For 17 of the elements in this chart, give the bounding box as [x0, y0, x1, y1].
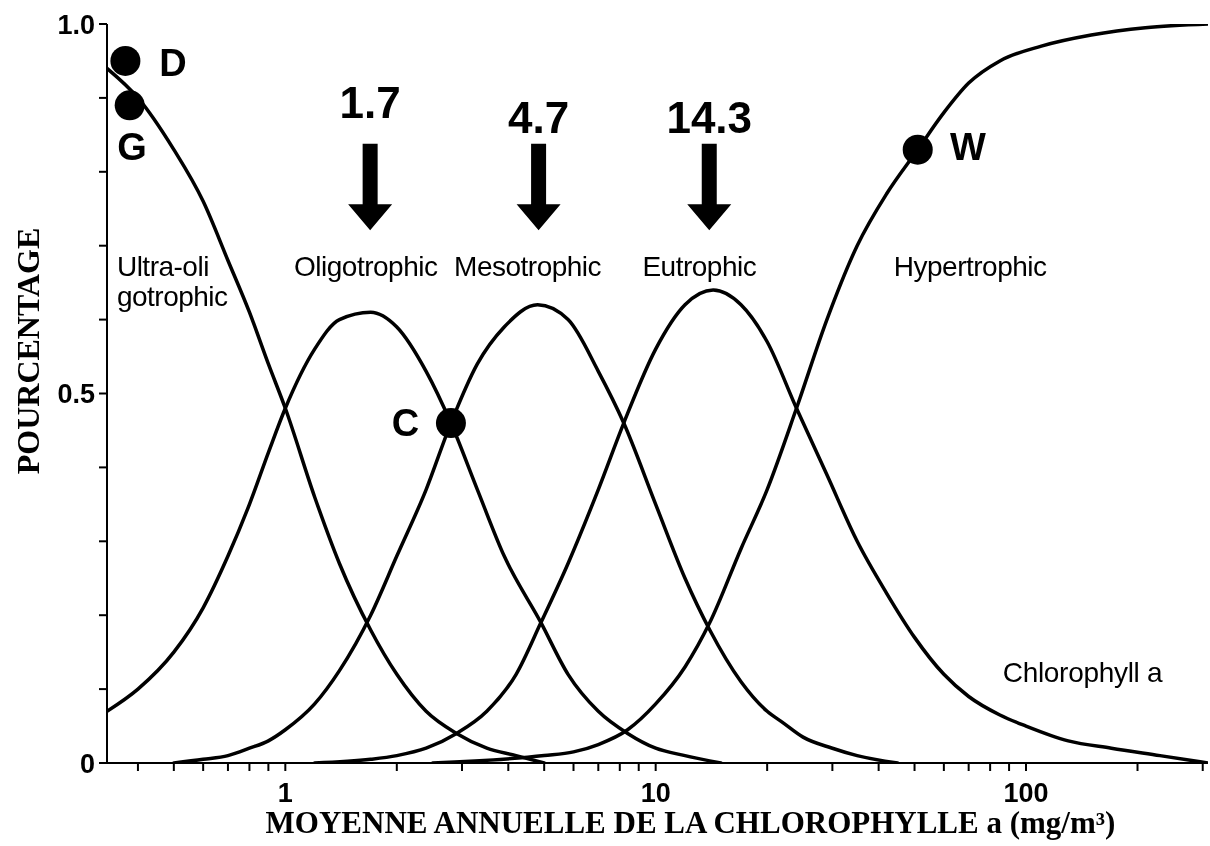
annotation: 1.7	[339, 77, 401, 127]
annotation: D	[159, 42, 187, 85]
y-tick-label: 0	[79, 748, 95, 779]
annotation: G	[117, 125, 147, 168]
annotation: C	[391, 402, 420, 445]
series-label: Ultra-oli gotrophic	[116, 250, 229, 312]
series-label: Hypertrophic	[893, 250, 1048, 282]
y-tick-label: 0.5	[57, 379, 95, 410]
series-label: Oligotrophic	[294, 250, 438, 282]
annotation: 14.3	[666, 92, 753, 142]
y-tick-label: 1.0	[57, 9, 95, 40]
y-axis-title: POURCENTAGE	[10, 227, 46, 475]
annotation: 4.7	[508, 92, 570, 142]
annotation: Chlorophyll a	[1002, 657, 1163, 689]
series-label: Mesotrophic	[454, 250, 602, 282]
annotation: W	[950, 125, 987, 168]
series-label: Eutrophic	[642, 250, 757, 282]
